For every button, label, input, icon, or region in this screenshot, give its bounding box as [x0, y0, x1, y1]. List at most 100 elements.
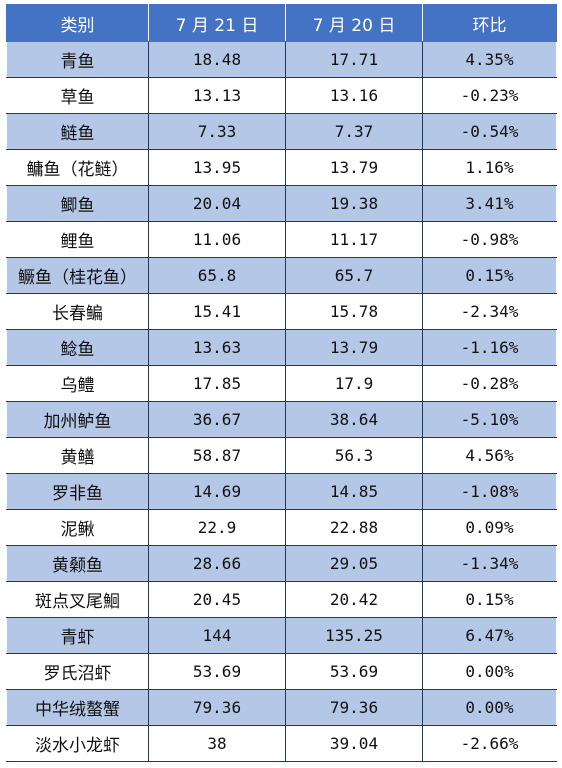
cell-jul-21: 14.69 — [148, 473, 286, 510]
cell-change: 0.00% — [422, 689, 557, 726]
cell-jul-21: 22.9 — [148, 509, 286, 546]
table-row: 加州鲈鱼 36.67 38.64 -5.10% — [6, 401, 557, 438]
table-row: 罗非鱼 14.69 14.85 -1.08% — [6, 473, 557, 510]
table-row: 鲤鱼 11.06 11.17 -0.98% — [6, 221, 557, 258]
cell-category: 罗氏沼虾 — [6, 653, 149, 690]
cell-category: 鲫鱼 — [6, 185, 149, 222]
cell-jul-20: 56.3 — [285, 437, 423, 474]
cell-jul-20: 20.42 — [285, 581, 423, 618]
cell-category: 淡水小龙虾 — [6, 725, 149, 762]
cell-change: -1.08% — [422, 473, 557, 510]
table-row: 长春鳊 15.41 15.78 -2.34% — [6, 293, 557, 330]
cell-jul-21: 15.41 — [148, 293, 286, 330]
cell-change: -2.34% — [422, 293, 557, 330]
cell-jul-21: 28.66 — [148, 545, 286, 582]
cell-change: 0.00% — [422, 653, 557, 690]
cell-jul-20: 38.64 — [285, 401, 423, 438]
table-row: 泥鳅 22.9 22.88 0.09% — [6, 509, 557, 546]
cell-change: 1.16% — [422, 149, 557, 186]
cell-jul-20: 7.37 — [285, 113, 423, 150]
cell-jul-21: 53.69 — [148, 653, 286, 690]
cell-category: 长春鳊 — [6, 293, 149, 330]
cell-change: 0.09% — [422, 509, 557, 546]
cell-change: 4.56% — [422, 437, 557, 474]
cell-jul-21: 36.67 — [148, 401, 286, 438]
cell-jul-21: 20.04 — [148, 185, 286, 222]
cell-jul-20: 13.79 — [285, 329, 423, 366]
cell-change: 3.41% — [422, 185, 557, 222]
cell-jul-20: 65.7 — [285, 257, 423, 294]
header-change: 环比 — [422, 4, 557, 42]
cell-category: 泥鳅 — [6, 509, 149, 546]
table-row: 罗氏沼虾 53.69 53.69 0.00% — [6, 653, 557, 690]
cell-jul-21: 58.87 — [148, 437, 286, 474]
price-table: 类别 7 月 21 日 7 月 20 日 环比 青鱼 18.48 17.71 4.35… — [6, 4, 557, 762]
table-row: 青虾 144 135.25 6.47% — [6, 617, 557, 654]
cell-change: -0.98% — [422, 221, 557, 258]
table-row: 鲫鱼 20.04 19.38 3.41% — [6, 185, 557, 222]
cell-jul-20: 17.9 — [285, 365, 423, 402]
cell-jul-20: 13.16 — [285, 77, 423, 114]
cell-jul-20: 14.85 — [285, 473, 423, 510]
header-category: 类别 — [6, 4, 149, 42]
cell-jul-21: 11.06 — [148, 221, 286, 258]
cell-category: 黄鳝 — [6, 437, 149, 474]
cell-jul-20: 19.38 — [285, 185, 423, 222]
cell-category: 鳜鱼（桂花鱼） — [6, 257, 149, 294]
cell-category: 鲤鱼 — [6, 221, 149, 258]
cell-category: 黄颡鱼 — [6, 545, 149, 582]
cell-category: 鲢鱼 — [6, 113, 149, 150]
cell-change: -5.10% — [422, 401, 557, 438]
cell-jul-21: 7.33 — [148, 113, 286, 150]
table-body: 青鱼 18.48 17.71 4.35% 草鱼 13.13 13.16 -0.23% 鲢鱼 7.3… — [6, 41, 557, 762]
cell-jul-20: 135.25 — [285, 617, 423, 654]
cell-jul-20: 11.17 — [285, 221, 423, 258]
cell-jul-21: 144 — [148, 617, 286, 654]
cell-jul-21: 13.95 — [148, 149, 286, 186]
cell-change: -2.66% — [422, 725, 557, 762]
cell-jul-20: 22.88 — [285, 509, 423, 546]
cell-category: 斑点叉尾鮰 — [6, 581, 149, 618]
cell-category: 加州鲈鱼 — [6, 401, 149, 438]
table-row: 鳙鱼（花鲢） 13.95 13.79 1.16% — [6, 149, 557, 186]
cell-change: 0.15% — [422, 257, 557, 294]
table-row: 鲶鱼 13.63 13.79 -1.16% — [6, 329, 557, 366]
cell-jul-20: 79.36 — [285, 689, 423, 726]
cell-jul-21: 13.13 — [148, 77, 286, 114]
table-row: 鳜鱼（桂花鱼） 65.8 65.7 0.15% — [6, 257, 557, 294]
table-row: 青鱼 18.48 17.71 4.35% — [6, 41, 557, 78]
cell-category: 鲶鱼 — [6, 329, 149, 366]
cell-category: 青虾 — [6, 617, 149, 654]
cell-jul-20: 17.71 — [285, 41, 423, 78]
cell-change: -0.54% — [422, 113, 557, 150]
header-jul-21: 7 月 21 日 — [148, 4, 286, 42]
cell-category: 中华绒螯蟹 — [6, 689, 149, 726]
cell-category: 青鱼 — [6, 41, 149, 78]
cell-jul-21: 65.8 — [148, 257, 286, 294]
cell-jul-21: 13.63 — [148, 329, 286, 366]
table-row: 黄颡鱼 28.66 29.05 -1.34% — [6, 545, 557, 582]
cell-jul-21: 17.85 — [148, 365, 286, 402]
cell-category: 罗非鱼 — [6, 473, 149, 510]
header-jul-20: 7 月 20 日 — [285, 4, 423, 42]
cell-change: -1.34% — [422, 545, 557, 582]
price-table-container: 类别 7 月 21 日 7 月 20 日 环比 青鱼 18.48 17.71 4.35… — [6, 4, 557, 762]
header-row: 类别 7 月 21 日 7 月 20 日 环比 — [6, 4, 557, 42]
cell-change: 4.35% — [422, 41, 557, 78]
cell-category: 草鱼 — [6, 77, 149, 114]
cell-change: -0.28% — [422, 365, 557, 402]
cell-jul-21: 38 — [148, 725, 286, 762]
cell-jul-20: 15.78 — [285, 293, 423, 330]
cell-jul-20: 53.69 — [285, 653, 423, 690]
table-row: 黄鳝 58.87 56.3 4.56% — [6, 437, 557, 474]
cell-change: 6.47% — [422, 617, 557, 654]
table-header: 类别 7 月 21 日 7 月 20 日 环比 — [6, 4, 557, 42]
table-row: 斑点叉尾鮰 20.45 20.42 0.15% — [6, 581, 557, 618]
table-row: 草鱼 13.13 13.16 -0.23% — [6, 77, 557, 114]
cell-category: 鳙鱼（花鲢） — [6, 149, 149, 186]
cell-jul-20: 13.79 — [285, 149, 423, 186]
cell-jul-21: 18.48 — [148, 41, 286, 78]
cell-change: -0.23% — [422, 77, 557, 114]
cell-change: -1.16% — [422, 329, 557, 366]
table-row: 淡水小龙虾 38 39.04 -2.66% — [6, 725, 557, 762]
